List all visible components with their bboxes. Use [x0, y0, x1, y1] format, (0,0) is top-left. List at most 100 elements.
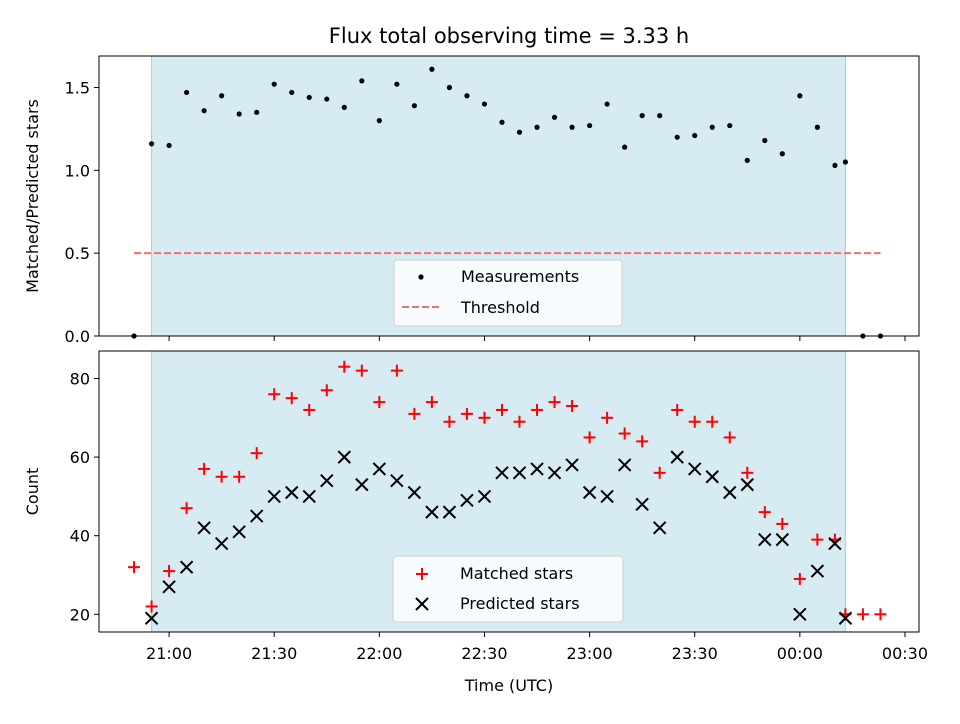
matched-stars-point [618, 427, 631, 440]
matched-stars-point [688, 415, 701, 428]
matched-stars-point [478, 411, 491, 424]
measurements-point [657, 113, 663, 119]
x-tick-label: 00:30 [882, 644, 928, 663]
legend-matched-stars-label: Matched stars [460, 564, 573, 583]
predicted-stars-point [179, 560, 194, 574]
matched-stars-point [390, 364, 403, 377]
predicted-stars-point [477, 489, 492, 504]
matched-stars-point [495, 403, 508, 416]
predicted-stars-point [723, 485, 737, 500]
predicted-stars-point [249, 509, 264, 523]
matched-stars-point [338, 360, 351, 373]
x-tick-label: 21:30 [251, 644, 297, 663]
measurements-point [166, 142, 172, 149]
measurements-point [832, 162, 838, 168]
measurements-point [376, 118, 382, 124]
y-tick-label: 20 [70, 605, 90, 624]
chart-title: Flux total observing time = 3.33 h [329, 24, 689, 48]
predicted-stars-point [285, 485, 299, 500]
measurements-point [481, 101, 488, 107]
y-tick-label: 40 [70, 527, 90, 546]
ratio-panel: 0.0 0.5 1.0 1.5 Matched/Predicted stars Mea… [23, 55, 920, 346]
predicted-stars-point [838, 611, 853, 625]
matched-stars-point [373, 396, 386, 409]
measurements-point [744, 157, 750, 163]
count-marks [128, 360, 887, 625]
measurements-point [534, 124, 540, 130]
matched-stars-point [671, 403, 684, 416]
matched-stars-point [531, 403, 544, 416]
measurements-point [411, 103, 417, 109]
predicted-stars-point [232, 525, 246, 539]
matched-stars-point [163, 565, 176, 578]
predicted-stars-point [775, 532, 790, 547]
matched-stars-point [723, 431, 736, 444]
matched-stars-point [180, 502, 193, 515]
matched-stars-point [856, 608, 869, 621]
matched-stars-point [566, 400, 579, 413]
measurements-point [499, 119, 505, 125]
matched-stars-point [408, 407, 421, 420]
predicted-stars-point [320, 473, 334, 488]
predicted-stars-point [688, 462, 702, 476]
measurements-point [586, 122, 593, 129]
matched-stars-point [233, 470, 246, 483]
legend-predicted-stars-label: Predicted stars [460, 594, 580, 613]
matched-stars-point [355, 364, 368, 377]
predicted-stars-point [828, 536, 842, 551]
measurements-point [341, 104, 347, 110]
measurements-point [709, 124, 715, 130]
x-tick-label: 21:00 [146, 644, 192, 663]
predicted-stars-point [337, 450, 352, 464]
measurements-point [674, 134, 680, 140]
predicted-stars-point [442, 505, 457, 519]
count-y-axis-label: Count [23, 468, 42, 516]
matched-stars-point [460, 407, 473, 420]
count-plot-frame [98, 350, 920, 633]
legend-matched-stars-marker [416, 568, 428, 580]
matched-stars-point [215, 470, 228, 483]
y-tick-label: 0.5 [65, 244, 90, 263]
matched-stars-point [776, 517, 789, 530]
matched-stars-point [811, 533, 824, 546]
predicted-stars-point [810, 564, 825, 578]
predicted-stars-point [425, 505, 439, 519]
measurements-point [236, 111, 242, 117]
predicted-stars-point [512, 466, 527, 480]
predicted-stars-point [670, 450, 684, 464]
y-tick-label: 80 [70, 370, 90, 389]
measurements-point [727, 122, 733, 129]
matched-stars-point [601, 411, 614, 424]
x-tick-label: 23:30 [672, 644, 718, 663]
predicted-stars-point [530, 462, 544, 476]
predicted-stars-point [617, 458, 632, 472]
predicted-stars-point [495, 466, 509, 480]
measurements-point [604, 101, 610, 107]
measurements-point [429, 66, 435, 72]
predicted-stars-point [460, 493, 474, 508]
matched-stars-point [583, 431, 596, 444]
predicted-stars-point [390, 473, 404, 488]
predicted-stars-point [565, 458, 579, 472]
measurements-point [289, 89, 295, 96]
predicted-stars-point [705, 470, 719, 484]
y-tick-label: 1.5 [65, 78, 90, 97]
measurements-point [219, 93, 225, 99]
measurements-point [394, 81, 400, 87]
count-legend-box [392, 555, 624, 623]
matched-stars-point [758, 506, 771, 519]
matched-stars-point [636, 435, 649, 448]
measurements-point [324, 96, 330, 102]
measurements-point [779, 151, 785, 157]
matched-stars-point [653, 466, 666, 479]
predicted-stars-point [214, 536, 229, 551]
measurements-point [692, 132, 698, 139]
predicted-stars-point [793, 607, 807, 622]
measurements-point [622, 144, 628, 150]
matched-stars-point [513, 415, 526, 428]
predicted-stars-point [652, 521, 667, 535]
count-panel: 20 40 60 80 21:00 21:30 22:00 22:30 23:00 23:30 00… [23, 350, 928, 695]
legend-measurements-marker [418, 274, 424, 280]
matched-stars-point [250, 447, 263, 460]
